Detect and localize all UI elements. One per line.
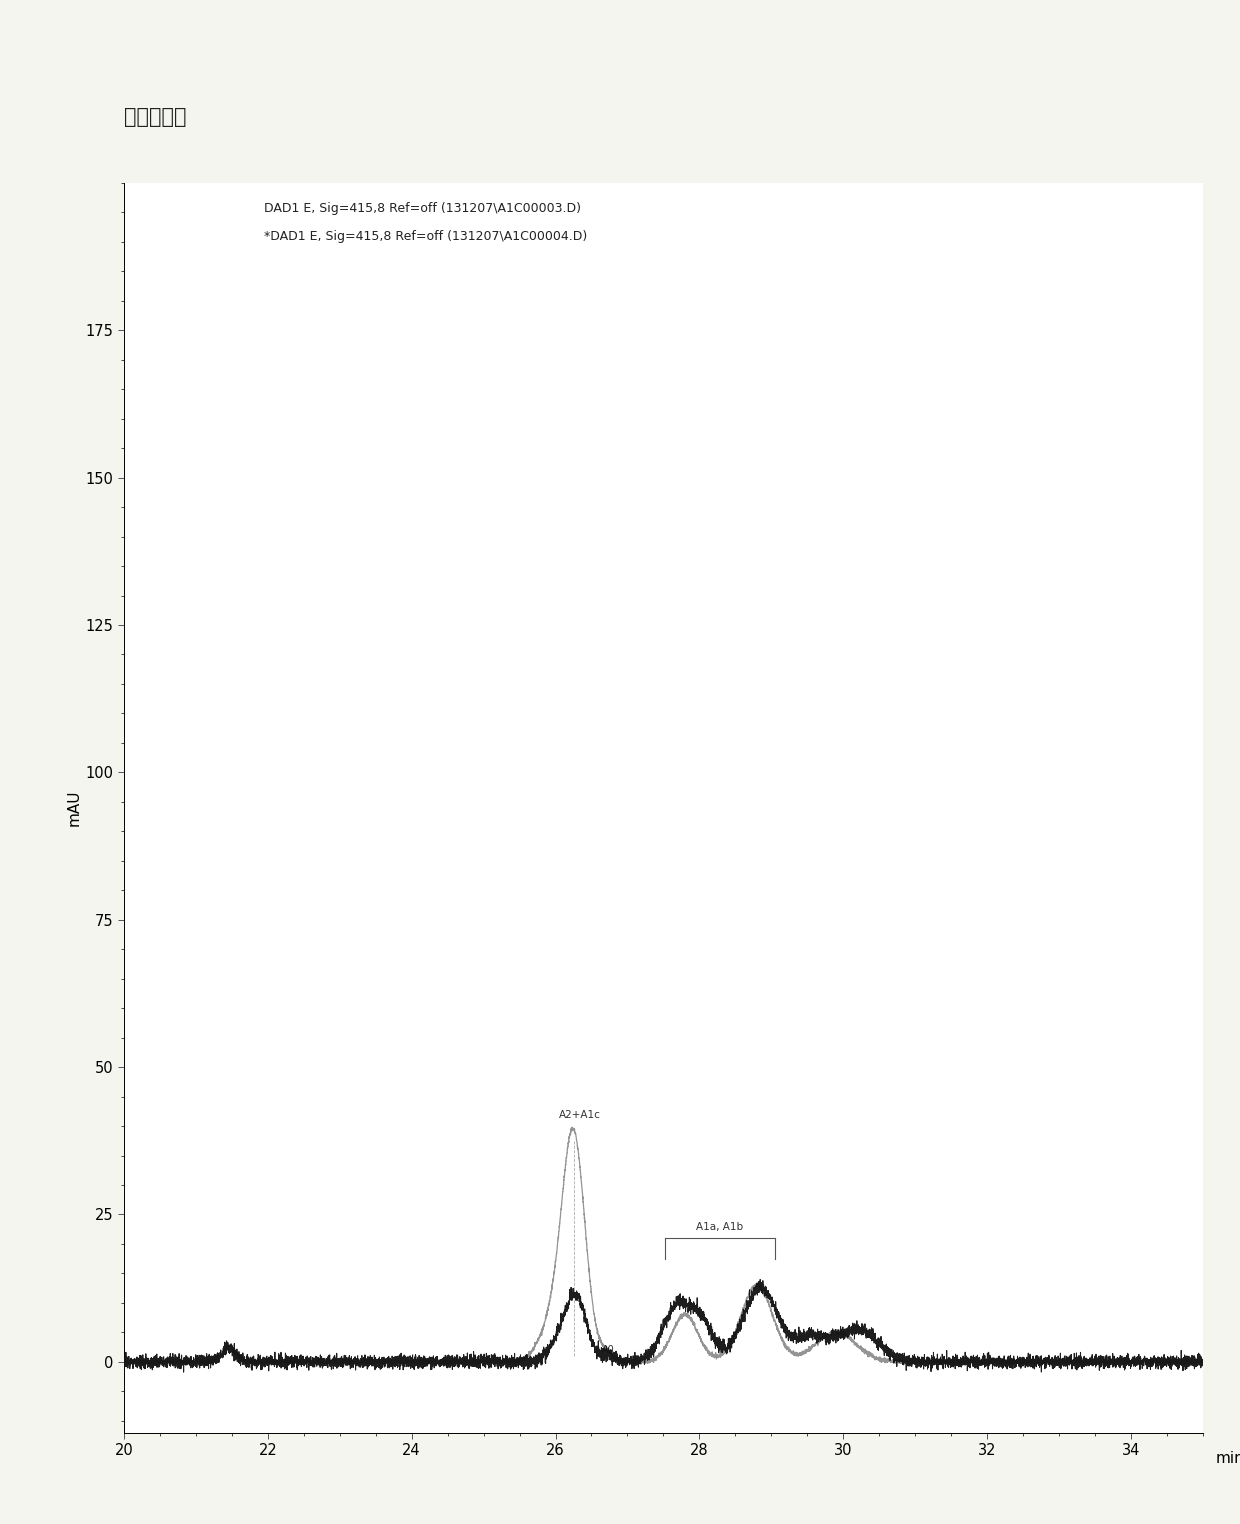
Text: A2+A1c: A2+A1c <box>559 1109 601 1120</box>
Y-axis label: mAU: mAU <box>67 789 82 826</box>
Text: A1a, A1b: A1a, A1b <box>697 1222 744 1231</box>
X-axis label: min: min <box>1215 1451 1240 1466</box>
Text: *DAD1 E, Sig=415,8 Ref=off (131207\A1C00004.D): *DAD1 E, Sig=415,8 Ref=off (131207\A1C00… <box>264 230 588 244</box>
Text: DAD1 E, Sig=415,8 Ref=off (131207\A1C00003.D): DAD1 E, Sig=415,8 Ref=off (131207\A1C000… <box>264 201 582 215</box>
Text: 电流电泳图: 电流电泳图 <box>124 107 186 126</box>
Text: A0: A0 <box>601 1344 614 1355</box>
